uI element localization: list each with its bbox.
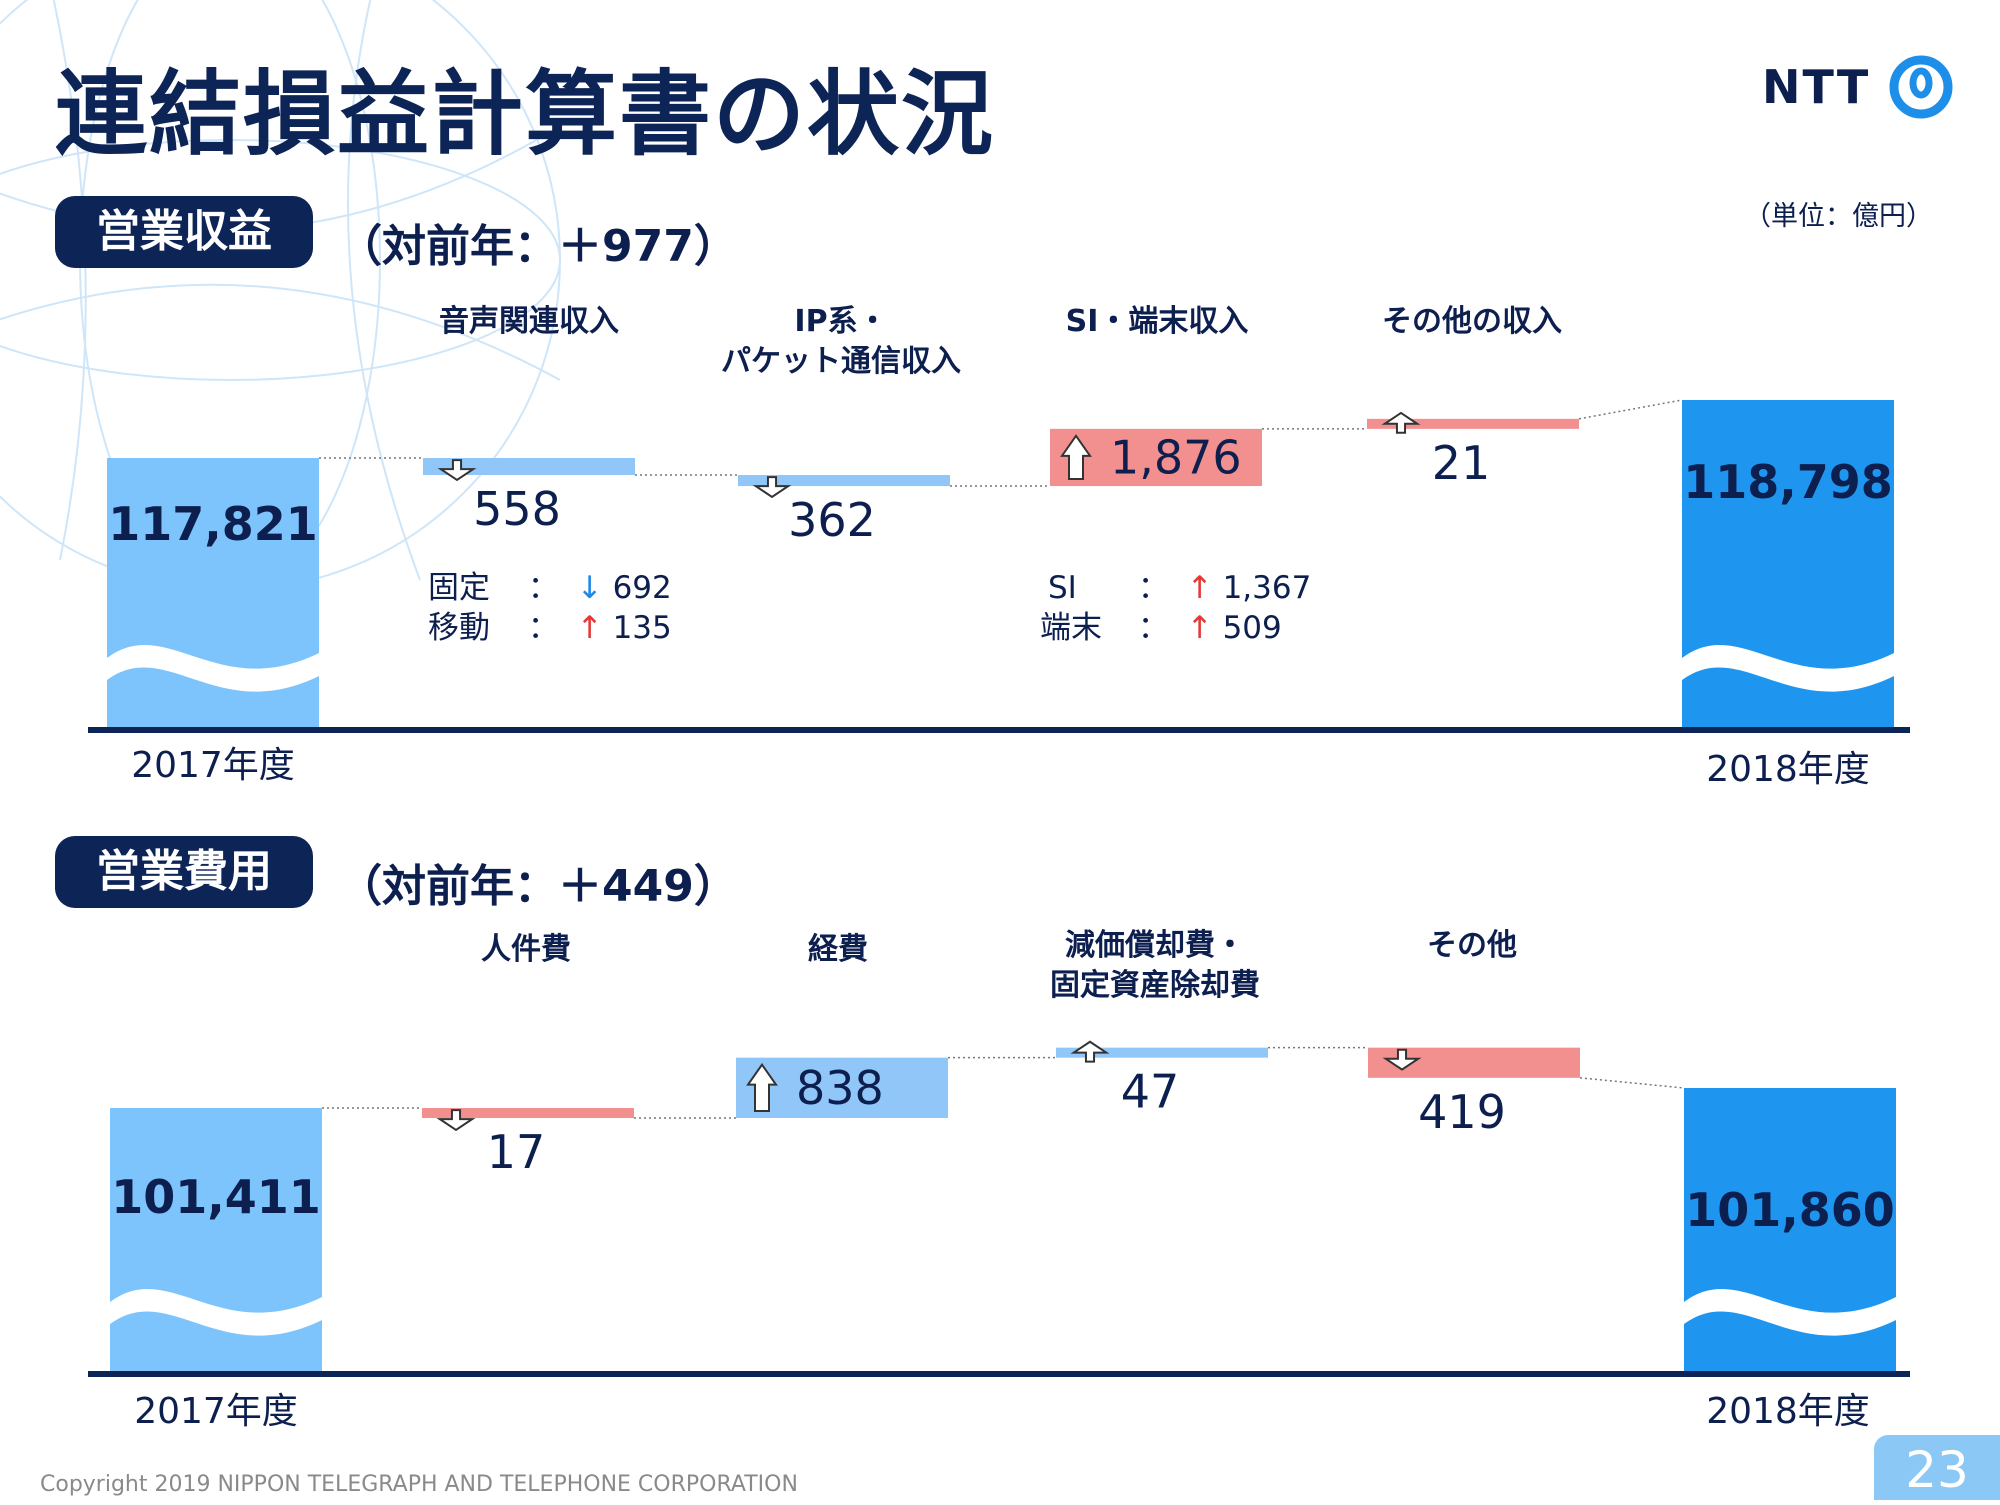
revenue-start-year-label: 2017年度 [131,745,295,786]
ntt-ring-icon [1889,55,1953,119]
detail-label: SI [1048,570,1077,606]
expenses-category-general: 経費 [808,932,868,967]
page-number: 23 [1874,1435,2000,1500]
end-bar [1682,400,1894,728]
up-arrow-icon: ↑ [1186,610,1213,646]
down-arrow-icon [1382,1048,1422,1071]
expenses-category-personnel: 人件費 [481,932,571,967]
revenue-waterfall: 117,821 118,798 558 362 1,876 21 [88,399,1910,733]
revenue-section-badge: 営業収益 [55,196,313,268]
step-bar [1056,1047,1268,1058]
start-bar-wave [107,644,319,692]
step-bar [422,1108,634,1118]
revenue-end-year-label: 2018年度 [1706,749,1870,790]
detail-sep: ： [527,610,559,646]
revenue-category-other: その他の収入 [1382,304,1562,339]
down-arrow-icon [752,476,792,499]
step-value-label: 558 [473,482,561,536]
expenses-yoy-label: （対前年：＋449） [338,861,738,912]
end-bar-wave [1682,644,1894,692]
detail-value: 135 [612,610,672,646]
logo-text: NTT [1762,60,1871,114]
up-arrow-icon [1060,434,1092,481]
start-value-label: 101,411 [111,1170,321,1224]
expenses-category-other: その他 [1427,928,1517,963]
step-value-label: 17 [487,1125,546,1179]
step-value-label: 47 [1121,1065,1180,1119]
up-arrow-icon [746,1062,778,1112]
start-bar-wave [110,1288,322,1336]
si-detail-device: 端末 ： ↑ 509 [1040,602,1282,647]
connector-line [1579,1077,1685,1089]
detail-label: 端末 [1040,610,1102,646]
voice-detail-mobile: 移動 ： ↑ 135 [428,602,672,647]
start-bar [107,458,319,728]
step-bar [1367,418,1579,429]
up-arrow-icon [1381,411,1421,434]
start-bar-rect [110,1108,322,1372]
detail-value: 1,367 [1222,570,1312,606]
step-value-label: 838 [796,1061,884,1115]
unit-label: （単位：億円） [1744,201,1933,232]
expenses-start-year-label: 2017年度 [134,1391,298,1432]
end-bar-wave [1684,1288,1896,1336]
up-arrow-icon: ↑ [1186,570,1213,606]
step-bar [738,475,950,487]
up-arrow-icon [1070,1040,1110,1063]
step-bar [1050,428,1262,487]
detail-sep: ： [1137,610,1169,646]
connector-line [1578,399,1683,420]
detail-value: 692 [612,570,672,606]
down-arrow-icon [436,1109,476,1132]
revenue-category-ip: IP系・ パケット通信収入 [721,304,961,379]
step-value-label: 1,876 [1110,430,1242,484]
detail-sep: ： [527,570,559,606]
start-bar [110,1108,322,1372]
start-value-label: 117,821 [108,497,318,551]
copyright-text: Copyright 2019 NIPPON TELEGRAPH AND TELE… [40,1472,798,1497]
revenue-category-si: SI・端末収入 [1065,304,1249,339]
voice-detail-fixed: 固定 ： ↓ 692 [428,562,672,607]
detail-sep: ： [1137,570,1169,606]
si-detail-si: SI ： ↑ 1,367 [1048,562,1311,607]
detail-label: 移動 [428,610,490,646]
up-arrow-icon: ↑ [576,610,603,646]
down-arrow-icon: ↓ [576,570,603,606]
end-value-label: 101,860 [1685,1183,1895,1237]
revenue-yoy-label: （対前年：＋977） [338,221,738,272]
expenses-category-depreciation: 減価償却費・ 固定資産除却費 [1050,928,1260,1003]
step-bar [423,458,635,476]
page-title: 連結損益計算書の状況 [55,61,996,168]
step-bar [736,1057,948,1118]
step-value-label: 21 [1432,436,1491,490]
down-arrow-icon [437,459,477,482]
ntt-logo: NTT [1762,52,1956,122]
detail-label: 固定 [428,570,490,606]
end-bar [1684,1088,1896,1372]
revenue-category-voice: 音声関連収入 [439,304,619,339]
expenses-section-badge: 営業費用 [55,836,313,908]
detail-value: 509 [1222,610,1282,646]
step-value-label: 362 [788,493,876,547]
expenses-end-year-label: 2018年度 [1706,1391,1870,1432]
end-value-label: 118,798 [1683,455,1893,509]
expenses-waterfall: 101,411 101,860 17 838 47 419 [88,1040,1910,1377]
step-value-label: 419 [1418,1085,1506,1139]
